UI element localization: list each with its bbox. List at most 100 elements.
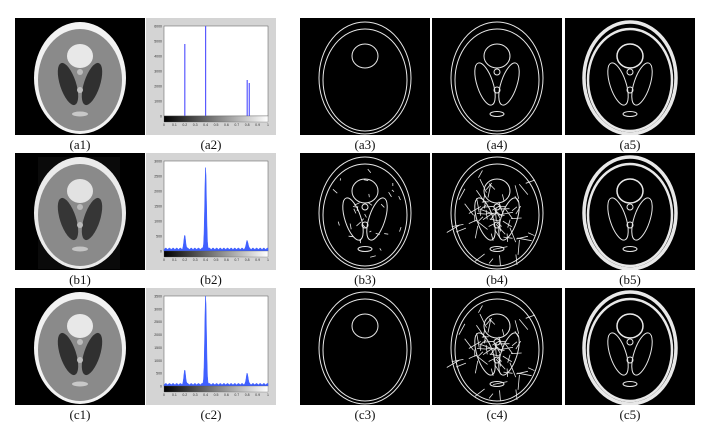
phantom-image	[33, 157, 127, 269]
x-tick-label: 0.4	[203, 258, 208, 262]
caption-b3: (b3)	[354, 272, 376, 287]
intensity-colorbar	[163, 385, 269, 393]
histogram-plot: 3000 2500 2000 1500 1000 500 00 0.1 0.2 0.3 0.4 0.5…	[154, 160, 269, 263]
panel-c5	[565, 288, 695, 405]
y-tick-label: 1500	[154, 346, 162, 350]
y-tick-label: 2000	[154, 85, 162, 89]
edge-map-image	[446, 156, 544, 270]
panel-c3	[300, 288, 430, 405]
x-tick-label: 1	[267, 393, 269, 397]
x-tick-label: 0.3	[193, 258, 198, 262]
caption-a1: (a1)	[69, 137, 91, 152]
x-tick-label: 0.5	[214, 258, 219, 262]
x-tick-label: 0.6	[224, 393, 229, 397]
y-tick-label: 4000	[154, 55, 162, 59]
x-tick-label: 0.8	[245, 258, 250, 262]
histogram-plot: 6000 5000 4000 3000 2000 1000 00 0.1 0.2 0.3 0.4 0.…	[154, 25, 269, 128]
x-tick-label: 1	[267, 258, 269, 262]
y-tick-label: 1500	[154, 205, 162, 209]
x-tick-label: 0.4	[203, 123, 208, 127]
x-tick-label: 0.6	[224, 258, 229, 262]
y-tick-label: 3500	[154, 295, 162, 299]
y-tick-label: 2000	[154, 190, 162, 194]
panel-c2: 3500 3000 2500 2000 1500 1000 500 0 0 0.1 0.2 0.3 0.…	[146, 288, 276, 405]
panel-c4	[432, 288, 562, 405]
caption-c4: (c4)	[486, 407, 508, 422]
histogram-area	[163, 167, 269, 252]
caption-c2: (c2)	[200, 407, 222, 422]
panel-b5	[565, 153, 695, 270]
edge-map-image	[450, 21, 544, 135]
caption-b4: (b4)	[486, 272, 508, 287]
y-tick-label: 2500	[154, 320, 162, 324]
y-tick-label: 3000	[154, 307, 162, 311]
x-tick-label: 0.8	[245, 393, 250, 397]
x-tick-label: 0.3	[193, 393, 198, 397]
y-tick-label: 0	[160, 385, 162, 389]
panel-b1	[15, 153, 145, 270]
histogram-plot: 3500 3000 2500 2000 1500 1000 500 00 0.1 0.2 0.3 0.…	[154, 295, 269, 398]
x-tick-label: 0.2	[182, 393, 187, 397]
caption-b5: (b5)	[619, 272, 641, 287]
y-tick-label: 500	[156, 372, 162, 376]
caption-a3: (a3)	[354, 137, 376, 152]
edge-map-image	[582, 290, 678, 405]
y-tick-label: 2000	[154, 333, 162, 337]
x-tick-label: 0.5	[214, 393, 219, 397]
x-tick-label: 0.3	[193, 123, 198, 127]
edge-map-image	[446, 291, 544, 405]
panel-c1	[15, 288, 145, 405]
x-tick-label: 1	[267, 123, 269, 127]
caption-b2: (b2)	[200, 272, 222, 287]
x-tick-label: 0.6	[224, 123, 229, 127]
caption-c3: (c3)	[354, 407, 376, 422]
y-tick-label: 6000	[154, 25, 162, 29]
x-tick-label: 0.7	[234, 123, 239, 127]
x-tick-label: 0.7	[234, 393, 239, 397]
x-tick-label: 0.2	[182, 123, 187, 127]
caption-c1: (c1)	[69, 407, 91, 422]
x-tick-label: 0	[163, 123, 165, 127]
x-tick-label: 0.1	[172, 258, 177, 262]
y-tick-label: 5000	[154, 40, 162, 44]
x-tick-label: 0.9	[255, 123, 260, 127]
y-tick-label: 3000	[154, 160, 162, 164]
x-tick-label: 0.9	[255, 258, 260, 262]
intensity-colorbar	[163, 250, 269, 258]
y-tick-label: 1000	[154, 220, 162, 224]
panel-a5	[565, 18, 695, 135]
panel-b2: 3000 2500 2000 1500 1000 500 0 0 0.1 0.2 0.3 0.4 0.5…	[146, 153, 276, 270]
edge-map-image	[318, 21, 412, 135]
caption-a2: (a2)	[200, 137, 222, 152]
phantom-image	[34, 292, 126, 404]
x-tick-label: 0.1	[172, 123, 177, 127]
x-tick-label: 0	[163, 258, 165, 262]
y-tick-label: 0	[160, 250, 162, 254]
x-tick-label: 0.1	[172, 393, 177, 397]
edge-map-image	[582, 155, 678, 270]
panel-a3	[300, 18, 430, 135]
x-tick-label: 0.5	[214, 123, 219, 127]
caption-a4: (a4)	[486, 137, 508, 152]
panel-a4	[432, 18, 562, 135]
histogram-area	[163, 295, 269, 387]
intensity-colorbar	[163, 115, 269, 123]
y-tick-label: 3000	[154, 70, 162, 74]
panel-a2: 6000 5000 4000 3000 2000 1000 0 0 0.1 0.2 0.3 0.4 0.…	[146, 18, 276, 135]
x-tick-label: 0.4	[203, 393, 208, 397]
edge-map-image	[318, 156, 412, 270]
x-tick-label: 0.8	[245, 123, 250, 127]
panel-a1	[15, 18, 145, 135]
y-tick-label: 1000	[154, 359, 162, 363]
edge-map-image	[582, 20, 678, 135]
x-tick-label: 0.7	[234, 258, 239, 262]
phantom-image	[34, 22, 126, 134]
edge-map-image	[318, 291, 412, 405]
y-tick-label: 1000	[154, 100, 162, 104]
x-tick-label: 0	[163, 393, 165, 397]
panel-b3	[300, 153, 430, 270]
caption-b1: (b1)	[69, 272, 91, 287]
y-tick-label: 500	[156, 235, 162, 239]
caption-a5: (a5)	[619, 137, 641, 152]
